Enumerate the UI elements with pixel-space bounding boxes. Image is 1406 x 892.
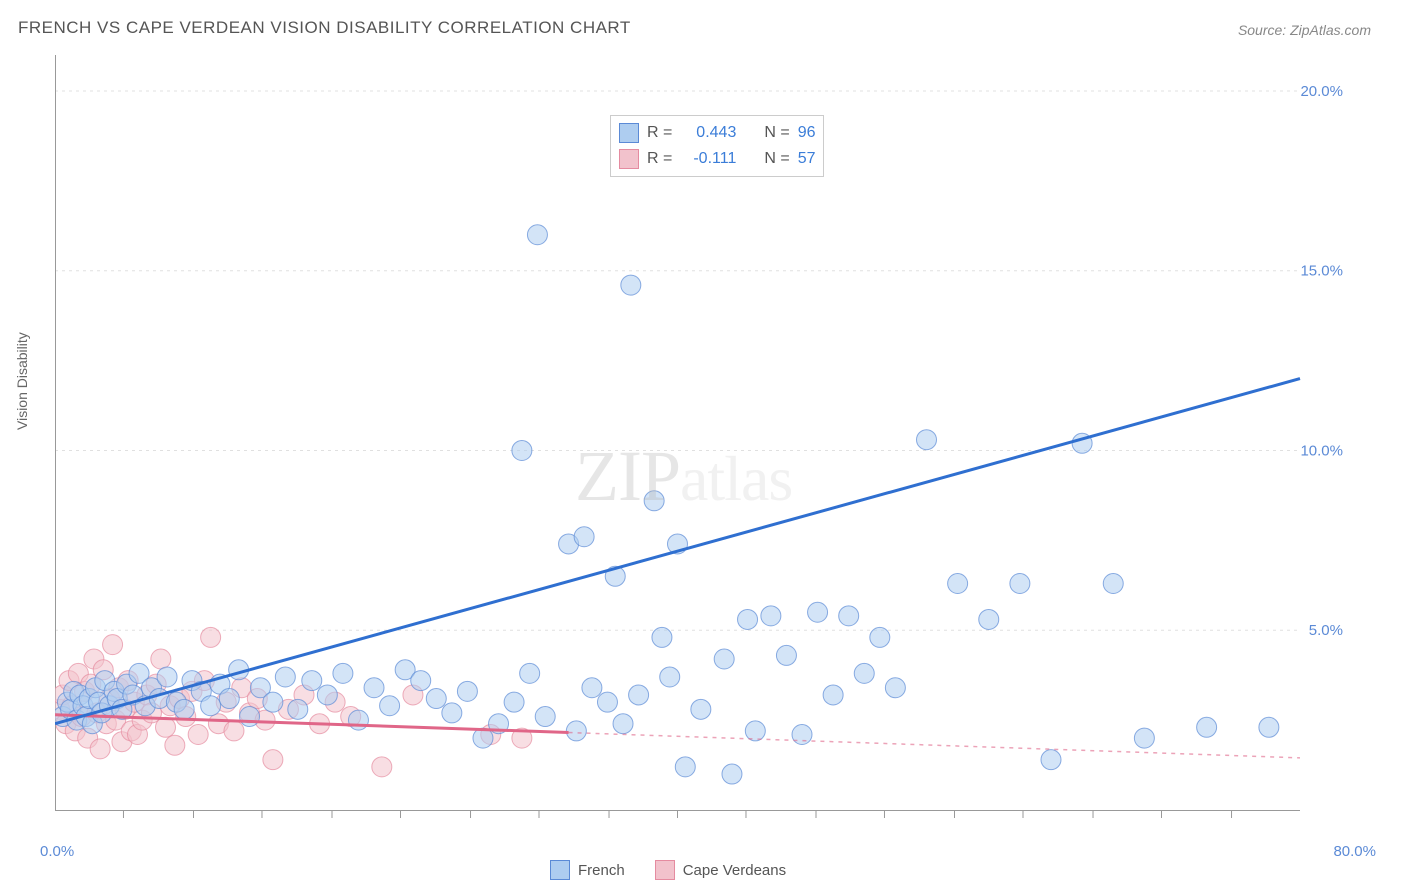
data-point — [823, 685, 843, 705]
data-point — [263, 692, 283, 712]
data-point — [527, 225, 547, 245]
data-point — [155, 717, 175, 737]
legend-swatch — [550, 860, 570, 880]
r-value: -0.111 — [680, 150, 736, 168]
x-tick-max: 80.0% — [1333, 843, 1376, 860]
data-point — [263, 750, 283, 770]
y-tick-label: 10.0% — [1300, 442, 1343, 459]
y-tick-label: 5.0% — [1309, 622, 1343, 639]
data-point — [714, 649, 734, 669]
n-value: 57 — [798, 150, 816, 168]
data-point — [1134, 728, 1154, 748]
legend-swatch — [619, 123, 639, 143]
data-point — [188, 725, 208, 745]
data-point — [333, 663, 353, 683]
data-point — [885, 678, 905, 698]
data-point — [948, 574, 968, 594]
legend-label: Cape Verdeans — [683, 862, 786, 879]
legend-swatch — [655, 860, 675, 880]
legend-item: Cape Verdeans — [655, 860, 786, 880]
data-point — [839, 606, 859, 626]
series-legend: French Cape Verdeans — [550, 860, 786, 880]
data-point — [426, 689, 446, 709]
data-point — [504, 692, 524, 712]
correlation-legend: R = 0.443 N = 96 R = -0.111 N = 57 — [610, 115, 824, 177]
data-point — [411, 671, 431, 691]
r-label: R = — [647, 124, 672, 142]
data-point — [240, 707, 260, 727]
data-point — [103, 635, 123, 655]
data-point — [582, 678, 602, 698]
data-point — [348, 710, 368, 730]
data-point — [535, 707, 555, 727]
source-attribution: Source: ZipAtlas.com — [1238, 22, 1371, 38]
data-point — [776, 645, 796, 665]
data-point — [566, 721, 586, 741]
legend-row: R = -0.111 N = 57 — [619, 146, 815, 172]
data-point — [165, 735, 185, 755]
data-point — [597, 692, 617, 712]
data-point — [201, 696, 221, 716]
data-point — [979, 609, 999, 629]
data-point — [201, 627, 221, 647]
r-value: 0.443 — [680, 124, 736, 142]
r-label: R = — [647, 150, 672, 168]
y-axis-label: Vision Disability — [14, 332, 30, 430]
data-point — [151, 649, 171, 669]
data-point — [219, 689, 239, 709]
chart-area: 5.0%10.0%15.0%20.0% ZIPatlas R =0.443N =… — [55, 55, 1345, 825]
data-point — [613, 714, 633, 734]
data-point — [520, 663, 540, 683]
legend-swatch — [619, 149, 639, 169]
data-point — [629, 685, 649, 705]
data-point — [691, 699, 711, 719]
data-point — [854, 663, 874, 683]
n-value: 96 — [798, 124, 816, 142]
data-point — [317, 685, 337, 705]
data-point — [457, 681, 477, 701]
data-point — [652, 627, 672, 647]
chart-title: FRENCH VS CAPE VERDEAN VISION DISABILITY… — [18, 18, 631, 38]
legend-label: French — [578, 862, 625, 879]
data-point — [1041, 750, 1061, 770]
data-point — [1259, 717, 1279, 737]
data-point — [288, 699, 308, 719]
data-point — [1103, 574, 1123, 594]
data-point — [174, 699, 194, 719]
data-point — [275, 667, 295, 687]
legend-row: R = 0.443 N = 96 — [619, 120, 815, 146]
data-point — [157, 667, 177, 687]
n-label: N = — [764, 150, 789, 168]
y-tick-label: 15.0% — [1300, 263, 1343, 280]
data-point — [364, 678, 384, 698]
x-tick-min: 0.0% — [40, 843, 74, 860]
data-point — [621, 275, 641, 295]
data-point — [792, 725, 812, 745]
data-point — [574, 527, 594, 547]
data-point — [917, 430, 937, 450]
data-point — [870, 627, 890, 647]
data-point — [745, 721, 765, 741]
data-point — [644, 491, 664, 511]
legend-item: French — [550, 860, 625, 880]
data-point — [442, 703, 462, 723]
data-point — [1010, 574, 1030, 594]
data-point — [302, 671, 322, 691]
data-point — [1197, 717, 1217, 737]
data-point — [722, 764, 742, 784]
data-point — [512, 440, 532, 460]
data-point — [808, 602, 828, 622]
trend-line-extrapolated — [569, 733, 1300, 758]
data-point — [761, 606, 781, 626]
n-label: N = — [764, 124, 789, 142]
y-tick-label: 20.0% — [1300, 83, 1343, 100]
data-point — [372, 757, 392, 777]
data-point — [660, 667, 680, 687]
data-point — [90, 739, 110, 759]
data-point — [738, 609, 758, 629]
data-point — [224, 721, 244, 741]
data-point — [675, 757, 695, 777]
data-point — [380, 696, 400, 716]
